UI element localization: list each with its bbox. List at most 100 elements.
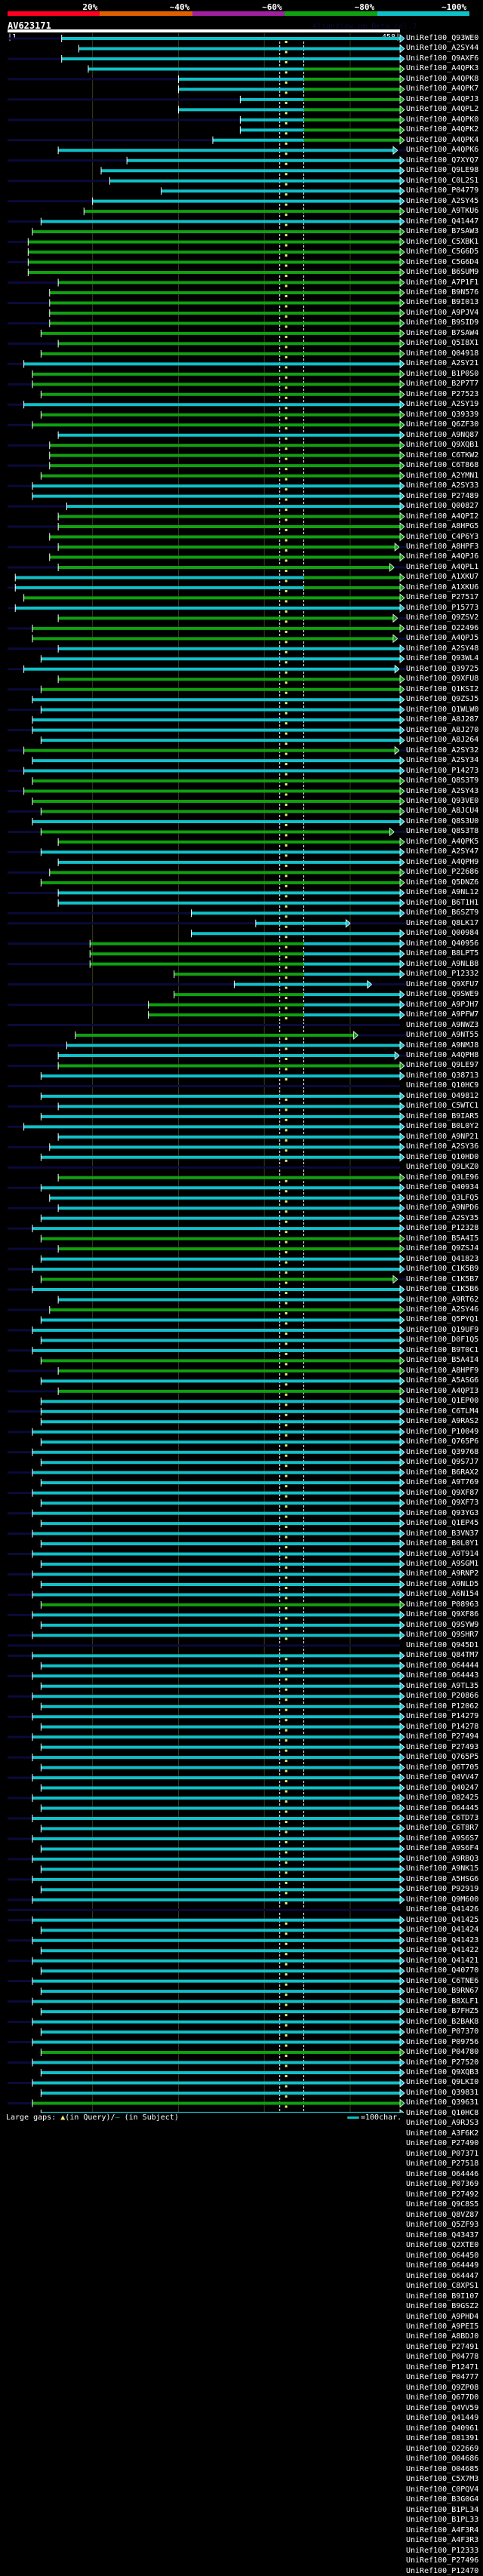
hit-label[interactable]: UniRef100_P12471 [406, 2362, 479, 2372]
hit-label[interactable]: UniRef100_A4QPK7 [406, 85, 479, 94]
hit-label[interactable]: UniRef100_Q39831 [406, 2088, 479, 2097]
hit-label[interactable]: UniRef100_P27491 [406, 2342, 479, 2351]
hit-label[interactable]: UniRef100_Q41447 [406, 217, 479, 226]
hit-label[interactable]: UniRef100_A3F6K2 [406, 2129, 479, 2138]
hit-label[interactable]: UniRef100_B6SUM9 [406, 268, 479, 277]
hit-label[interactable]: UniRef100_C6TLM4 [406, 1406, 479, 1416]
hit-label[interactable]: UniRef100_P27523 [406, 389, 479, 398]
hit-label[interactable]: UniRef100_Q41449 [406, 2414, 479, 2423]
hit-label[interactable]: UniRef100_Q41424 [406, 1926, 479, 1935]
hit-label[interactable]: UniRef100_A2SY35 [406, 1213, 479, 1222]
hit-label[interactable]: UniRef100_A9T769 [406, 1478, 479, 1487]
hit-label[interactable]: UniRef100_A9RAS2 [406, 1417, 479, 1426]
hit-label[interactable]: UniRef100_P12333 [406, 2546, 479, 2555]
hit-label[interactable]: UniRef100_B9SID9 [406, 318, 479, 327]
hit-label[interactable]: UniRef100_O22669 [406, 2444, 479, 2453]
hit-label[interactable]: UniRef100_Q9S7J7 [406, 1458, 479, 1467]
hit-label[interactable]: UniRef100_P92919 [406, 1885, 479, 1894]
hit-label[interactable]: UniRef100_B1PL34 [406, 2505, 479, 2514]
hit-label[interactable]: UniRef100_A4F3R4 [406, 2525, 479, 2535]
hit-label[interactable]: UniRef100_A9NLD5 [406, 1579, 479, 1588]
hit-label[interactable]: UniRef100_B3VN37 [406, 1529, 479, 1538]
hit-label[interactable]: UniRef100_P27517 [406, 593, 479, 602]
hit-label[interactable]: UniRef100_P12328 [406, 1224, 479, 1233]
hit-label[interactable]: UniRef100_A9NP21 [406, 1132, 479, 1141]
hit-label[interactable]: UniRef100_A9PJV4 [406, 308, 479, 317]
hit-label[interactable]: UniRef100_Q40934 [406, 1183, 479, 1192]
hit-label[interactable]: UniRef100_A9NPD6 [406, 1203, 479, 1213]
hit-label[interactable]: UniRef100_A4QPK4 [406, 135, 479, 144]
hit-label[interactable]: UniRef100_Q41823 [406, 1254, 479, 1263]
hit-label[interactable]: UniRef100_C6TKW2 [406, 450, 479, 460]
hit-label[interactable]: UniRef100_O81391 [406, 2434, 479, 2443]
hit-label[interactable]: UniRef100_A2SY19 [406, 400, 479, 409]
hit-label[interactable]: UniRef100_B9I013 [406, 298, 479, 307]
hit-label[interactable]: UniRef100_A4QPL2 [406, 105, 479, 114]
hit-label[interactable]: UniRef100_P14273 [406, 766, 479, 775]
hit-label[interactable]: UniRef100_C5XBK1 [406, 237, 479, 246]
hit-label[interactable]: UniRef100_P27490 [406, 2139, 479, 2148]
hit-label[interactable]: UniRef100_Q43437 [406, 2230, 479, 2239]
hit-label[interactable]: UniRef100_O64450 [406, 2251, 479, 2260]
hit-label[interactable]: UniRef100_P12332 [406, 970, 479, 979]
hit-label[interactable]: UniRef100_Q8VZ87 [406, 2210, 479, 2219]
hit-label[interactable]: UniRef100_Q1EP45 [406, 1519, 479, 1528]
hit-label[interactable]: UniRef100_A9NT55 [406, 1031, 479, 1040]
hit-label[interactable]: UniRef100_Q9AXF6 [406, 54, 479, 63]
hit-label[interactable]: UniRef100_Q41422 [406, 1946, 479, 1955]
hit-label[interactable]: UniRef100_C6T868 [406, 461, 479, 470]
hit-label[interactable]: UniRef100_Q19UF9 [406, 1325, 479, 1334]
hit-label[interactable]: UniRef100_Q9XF87 [406, 1488, 479, 1497]
hit-label[interactable]: UniRef100_P22686 [406, 868, 479, 877]
hit-label[interactable]: UniRef100_P04778 [406, 2353, 479, 2362]
hit-label[interactable]: UniRef100_B9GSZ2 [406, 2302, 479, 2311]
hit-label[interactable]: UniRef100_B9RN67 [406, 1987, 479, 1996]
hit-label[interactable]: UniRef100_A4QPK5 [406, 837, 479, 846]
hit-label[interactable]: UniRef100_Q9XF73 [406, 1499, 479, 1508]
hit-label[interactable]: UniRef100_B1P0S0 [406, 369, 479, 378]
hit-label[interactable]: UniRef100_Q00984 [406, 929, 479, 938]
hit-label[interactable]: UniRef100_P27492 [406, 2190, 479, 2199]
hit-label[interactable]: UniRef100_Q10HC8 [406, 2108, 479, 2117]
hit-label[interactable]: UniRef100_Q945D1 [406, 1640, 479, 1649]
hit-label[interactable]: UniRef100_P27520 [406, 2058, 479, 2067]
hit-label[interactable]: UniRef100_O22496 [406, 623, 479, 632]
hit-label[interactable]: UniRef100_Q41425 [406, 1915, 479, 1924]
hit-label[interactable]: UniRef100_B0L0Y1 [406, 1539, 479, 1548]
hit-label[interactable]: UniRef100_O64445 [406, 1803, 479, 1812]
hit-label[interactable]: UniRef100_Q6T705 [406, 1763, 479, 1772]
hit-label[interactable]: UniRef100_Q9ZSJ4 [406, 1244, 479, 1253]
hit-label[interactable]: UniRef100_Q3LFQ5 [406, 1193, 479, 1202]
hit-label[interactable]: UniRef100_Q10HD0 [406, 1152, 479, 1161]
hit-label[interactable]: UniRef100_A5HSG6 [406, 1874, 479, 1883]
hit-label[interactable]: UniRef100_Q9XQB3 [406, 2068, 479, 2076]
hit-label[interactable]: UniRef100_Q9ZSJ5 [406, 695, 479, 704]
hit-label[interactable]: UniRef100_P07369 [406, 2180, 479, 2189]
hit-label[interactable]: UniRef100_O64449 [406, 2261, 479, 2270]
hit-label[interactable]: UniRef100_Q9M600 [406, 1895, 479, 1904]
hit-label[interactable]: UniRef100_B9I107 [406, 2292, 479, 2301]
hit-label[interactable]: UniRef100_Q9ZP08 [406, 2383, 479, 2392]
hit-label[interactable]: UniRef100_P04780 [406, 2048, 479, 2057]
hit-label[interactable]: UniRef100_A9RT62 [406, 1295, 479, 1304]
hit-label[interactable]: UniRef100_Q9XF86 [406, 1610, 479, 1619]
hit-label[interactable]: UniRef100_Q93WE0 [406, 34, 479, 42]
hit-label[interactable]: UniRef100_Q1KSI2 [406, 684, 479, 693]
hit-label[interactable]: UniRef100_A2SY32 [406, 745, 479, 755]
hit-label[interactable]: UniRef100_A9T914 [406, 1549, 479, 1558]
hit-label[interactable]: UniRef100_P27494 [406, 1732, 479, 1741]
hit-label[interactable]: UniRef100_Q765P6 [406, 1437, 479, 1446]
hit-label[interactable]: UniRef100_O82425 [406, 1794, 479, 1803]
hit-label[interactable]: UniRef100_C5WTC1 [406, 1102, 479, 1111]
hit-label[interactable]: UniRef100_C8XPS1 [406, 2282, 479, 2291]
hit-label[interactable]: UniRef100_A2SY46 [406, 1305, 479, 1314]
hit-label[interactable]: UniRef100_A9PEI5 [406, 2322, 479, 2331]
hit-label[interactable]: UniRef100_A2SY43 [406, 786, 479, 795]
hit-label[interactable]: UniRef100_Q4VV59 [406, 2403, 479, 2412]
hit-label[interactable]: UniRef100_A4QPL1 [406, 562, 479, 571]
hit-label[interactable]: UniRef100_A9S6S7 [406, 1834, 479, 1843]
hit-label[interactable]: UniRef100_A9NL12 [406, 888, 479, 897]
hit-label[interactable]: UniRef100_A6N154 [406, 1590, 479, 1599]
hit-label[interactable]: UniRef100_Q9XQB1 [406, 441, 479, 450]
hit-label[interactable]: UniRef100_A2SY34 [406, 756, 479, 765]
